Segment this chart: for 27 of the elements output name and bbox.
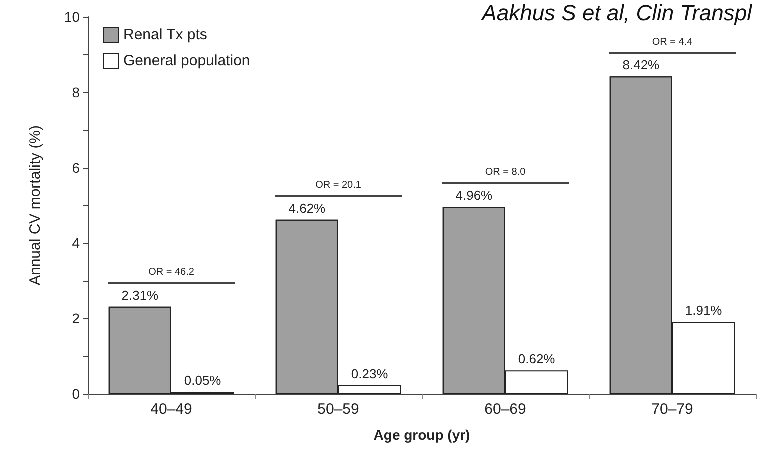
annotation: OR = 4.4 [651,36,694,49]
annotation: Aakhus S et al, Clin Transpl [480,0,754,26]
data-label: 1.91% [685,302,723,318]
annotation: OR = 8.0 [484,167,527,179]
data-label: 2.31% [122,288,160,303]
y-tick-label: 8 [72,84,80,100]
data-label: 0.05% [184,373,222,388]
x-axis-title: Age group (yr) [374,427,470,443]
y-tick-label: 6 [72,160,80,176]
x-tick-label: 50–59 [318,401,360,418]
y-tick-label: 0 [72,386,80,402]
data-label: 8.42% [622,58,660,73]
annotation: OR = 46.2 [148,266,196,279]
data-label: 0.23% [351,366,389,382]
x-tick-label: 70–79 [652,401,694,418]
data-label: 0.62% [518,352,556,367]
x-tick-label: 40–49 [150,401,192,418]
annotation: OR = 20.1 [314,180,362,192]
data-label: 4.62% [288,200,326,216]
y-tick-label: 10 [64,9,80,25]
y-tick-label: 4 [72,235,80,252]
x-tick-label: 60–69 [484,401,526,418]
legend-label: Renal Tx pts [124,26,208,44]
y-tick-label: 2 [72,310,80,327]
legend-label: General population [124,52,250,70]
data-label: 4.96% [456,188,494,204]
y-axis-title: Annual CV mortality (%) [27,125,44,286]
